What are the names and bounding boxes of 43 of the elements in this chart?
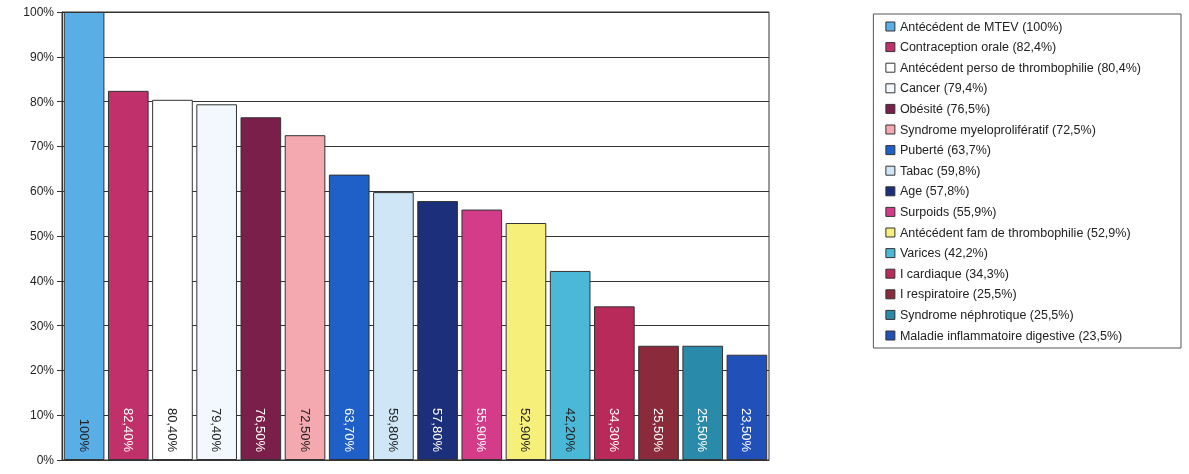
- data-label: 100%: [76, 418, 92, 453]
- data-label: 59,80%: [385, 407, 401, 453]
- legend-label: Cancer (79,4%): [899, 81, 988, 96]
- legend-label: Varices (42,2%): [899, 246, 988, 261]
- y-tick-label: 100%: [23, 5, 55, 19]
- data-label: 80,40%: [164, 407, 180, 453]
- legend-label: Syndrome myeloprolifératif (72,5%): [899, 122, 1096, 137]
- data-label: 57,80%: [430, 407, 446, 453]
- legend-label: I cardiaque (34,3%): [899, 266, 1009, 281]
- y-tick-label: 70%: [29, 139, 55, 154]
- y-tick-label: 10%: [29, 408, 55, 423]
- data-label: 25,50%: [651, 407, 667, 453]
- legend-label: Tabac (59,8%): [899, 163, 981, 178]
- y-tick-label: 20%: [29, 363, 55, 378]
- y-tick-label: 90%: [29, 49, 55, 64]
- legend-label: Maladie inflammatoire digestive (23,5%): [899, 328, 1123, 343]
- data-label: 25,50%: [695, 407, 711, 453]
- data-label: 55,90%: [474, 407, 490, 453]
- data-label: 79,40%: [209, 407, 225, 453]
- y-tick-label: 60%: [29, 184, 55, 199]
- data-label: 52,90%: [518, 407, 534, 453]
- y-tick-label: 80%: [29, 94, 55, 109]
- legend-label: Age (57,8%): [899, 184, 970, 199]
- y-tick-label: 0%: [36, 453, 55, 467]
- legend-label: Puberté (63,7%): [899, 143, 991, 158]
- legend-label: Antécédent de MTEV (100%): [899, 19, 1063, 34]
- legend-label: Surpoids (55,9%): [899, 204, 997, 219]
- data-label: 63,70%: [341, 407, 357, 453]
- y-tick-label: 40%: [29, 273, 55, 288]
- legend-label: Syndrome néphrotique (25,5%): [899, 307, 1074, 322]
- y-tick-label: 50%: [29, 229, 55, 243]
- data-label: 76,50%: [253, 407, 269, 453]
- data-label: 72,50%: [297, 407, 313, 453]
- data-label: 23,50%: [739, 407, 755, 453]
- legend-label: Antécédent fam de thrombophilie (52,9%): [899, 225, 1131, 240]
- data-label: 82,40%: [120, 407, 136, 453]
- y-tick-label: 30%: [29, 318, 55, 333]
- legend-label: I respiratoire (25,5%): [899, 287, 1017, 302]
- data-label: 42,20%: [562, 407, 578, 453]
- data-label: 34,30%: [606, 407, 622, 453]
- legend-label: Antécédent perso de thrombophilie (80,4%): [899, 60, 1142, 75]
- legend-label: Contraception orale (82,4%): [899, 40, 1057, 55]
- legend-label: Obésité (76,5%): [899, 101, 991, 116]
